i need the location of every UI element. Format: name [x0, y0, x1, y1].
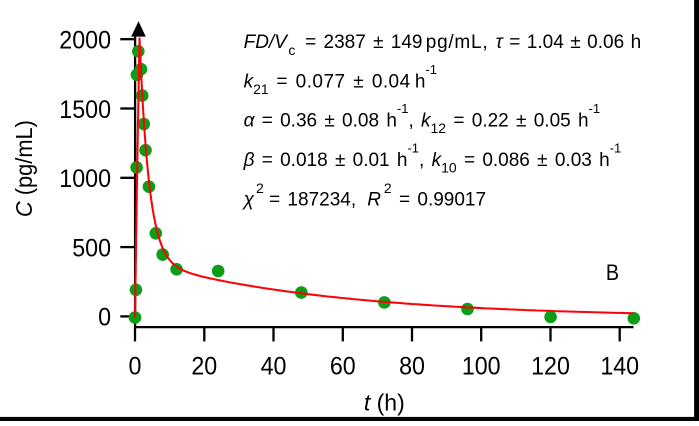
svg-text:40: 40	[261, 353, 287, 381]
svg-text:1000: 1000	[59, 165, 111, 193]
svg-text:B: B	[606, 261, 619, 285]
svg-text:80: 80	[399, 353, 425, 381]
svg-text:C (pg/mL): C (pg/mL)	[11, 120, 37, 217]
svg-text:t (h): t (h)	[364, 390, 405, 416]
svg-text:0: 0	[98, 304, 111, 332]
svg-text:140: 140	[600, 353, 639, 381]
svg-text:60: 60	[330, 353, 356, 381]
svg-text:120: 120	[531, 353, 570, 381]
svg-text:100: 100	[462, 353, 501, 381]
svg-text:k21​ = 0.077 ± 0.04h-1​: k21​ = 0.077 ± 0.04h-1​	[244, 62, 437, 97]
svg-text:20: 20	[191, 353, 217, 381]
svg-text:0: 0	[129, 353, 142, 381]
svg-text:1500: 1500	[59, 96, 111, 124]
svg-text:2000: 2000	[59, 27, 111, 55]
svg-text:500: 500	[72, 235, 111, 263]
